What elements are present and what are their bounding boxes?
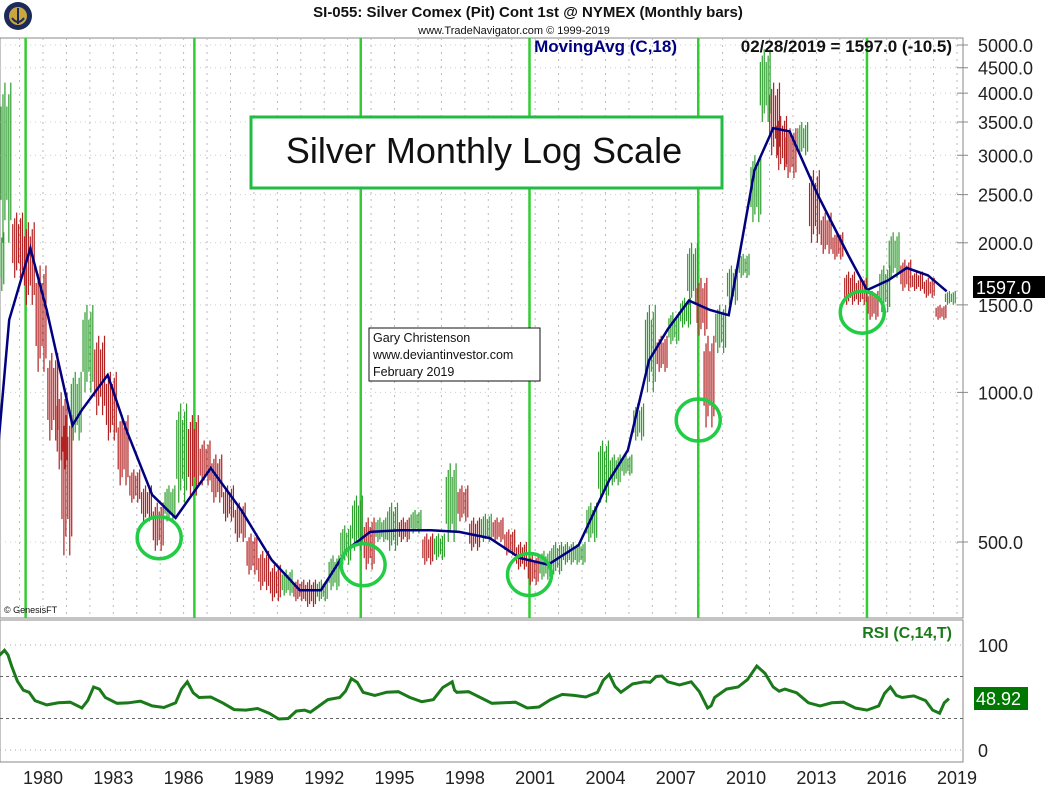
x-tick-label: 2010 [726,768,766,788]
y-tick-label: 3000.0 [978,146,1033,166]
y-tick-label: 1500.0 [978,296,1033,316]
author-box: Gary Christenson www.deviantinvestor.com… [368,327,541,382]
x-tick-label: 2001 [515,768,555,788]
copyright-label: © GenesisFT [4,605,58,615]
rsi-label: RSI (C,14,T) [862,625,952,642]
x-tick-label: 1992 [304,768,344,788]
rsi-tick-label: 100 [978,636,1008,656]
big-title: Silver Monthly Log Scale [286,130,682,171]
big-title-box: Silver Monthly Log Scale [249,115,724,190]
x-tick-label: 1998 [445,768,485,788]
author-name: Gary Christenson [373,331,470,345]
x-tick-label: 1995 [375,768,415,788]
x-tick-label: 1980 [23,768,63,788]
y-tick-label: 1000.0 [978,383,1033,403]
last-price-value: 1597.0 [976,278,1031,298]
author-site: www.deviantinvestor.com [372,348,513,362]
rsi-pane [0,619,964,763]
circled-low [339,541,387,588]
chart-title: SI-055: Silver Comex (Pit) Cont 1st @ NY… [313,4,743,21]
x-tick-label: 1989 [234,768,274,788]
last-price-badge: 1597.0 [973,276,1045,298]
chart-subtitle: www.TradeNavigator.com © 1999-2019 [417,25,610,37]
rsi-last-value: 48.92 [976,689,1021,709]
circled-low [135,514,183,561]
y-tick-label: 3500.0 [978,113,1033,133]
x-tick-label: 2019 [937,768,977,788]
tradenavigator-logo-icon [4,2,32,30]
rsi-line [0,648,950,721]
author-date: February 2019 [373,365,454,379]
y-tick-label: 2000.0 [978,234,1033,254]
moving-average-line [0,126,948,592]
y-tick-label: 4000.0 [978,84,1033,104]
x-tick-label: 1986 [164,768,204,788]
last-value-label: 02/28/2019 = 1597.0 (-10.5) [741,37,952,56]
y-tick-label: 2500.0 [978,186,1033,206]
y-tick-label: 5000.0 [978,36,1033,56]
moving-avg-label: MovingAvg (C,18) [534,37,677,56]
x-tick-label: 1983 [93,768,133,788]
circled-low [674,397,722,443]
circled-low [505,551,554,598]
x-tick-label: 2007 [656,768,696,788]
rsi-value-badge: 48.92 [974,687,1028,710]
circled-low [838,289,887,335]
x-tick-label: 2004 [585,768,625,788]
x-tick-label: 2013 [796,768,836,788]
y-tick-label: 500.0 [978,533,1023,553]
x-tick-label: 2016 [867,768,907,788]
y-tick-label: 4500.0 [978,59,1033,79]
rsi-tick-label: 0 [978,741,988,761]
